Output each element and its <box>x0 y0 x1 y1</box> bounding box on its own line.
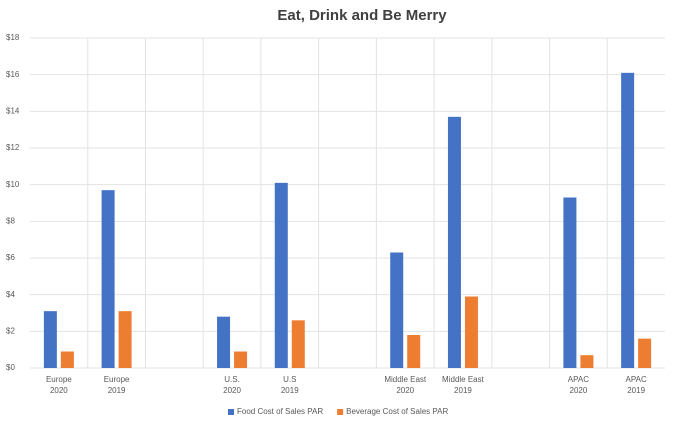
x-tick-label: Middle East 2019 <box>442 375 485 395</box>
y-tick-label: $10 <box>6 180 20 189</box>
x-tick-label: Europe 2020 <box>46 375 72 395</box>
x-tick-label: Europe 2019 <box>104 375 130 395</box>
bar <box>118 311 132 368</box>
bar <box>60 351 74 368</box>
bar <box>217 316 231 368</box>
y-tick-label: $4 <box>6 290 15 299</box>
bar <box>580 355 594 368</box>
bar <box>291 320 305 368</box>
y-tick-label: $14 <box>6 106 20 115</box>
y-tick-label: $2 <box>6 326 15 335</box>
legend-swatch <box>228 409 234 415</box>
y-tick-label: $6 <box>6 253 15 262</box>
bar <box>638 338 652 368</box>
x-tick-label: APAC 2019 <box>626 375 647 395</box>
y-tick-label: $8 <box>6 216 15 225</box>
x-tick-label: APAC 2020 <box>568 375 589 395</box>
bar <box>234 351 248 368</box>
x-tick-label: U.S. 2020 <box>223 375 241 395</box>
x-tick-label: U.S 2019 <box>281 375 299 395</box>
bar <box>407 335 421 368</box>
bar <box>447 116 461 368</box>
bar <box>390 252 404 368</box>
y-tick-label: $12 <box>6 143 20 152</box>
bar <box>621 72 635 368</box>
bar <box>43 311 57 368</box>
bar <box>274 182 288 368</box>
x-tick-label: Middle East 2020 <box>384 375 427 395</box>
y-tick-label: $0 <box>6 363 15 372</box>
legend-label: Food Cost of Sales PAR <box>237 407 323 416</box>
bar <box>464 296 478 368</box>
y-tick-label: $18 <box>6 33 20 42</box>
legend-swatch <box>337 409 344 415</box>
bar <box>101 190 115 368</box>
y-tick-label: $16 <box>6 70 20 79</box>
bar <box>563 197 577 368</box>
chart-title: Eat, Drink and Be Merry <box>277 7 447 24</box>
legend-label: Beverage Cost of Sales PAR <box>346 407 448 416</box>
